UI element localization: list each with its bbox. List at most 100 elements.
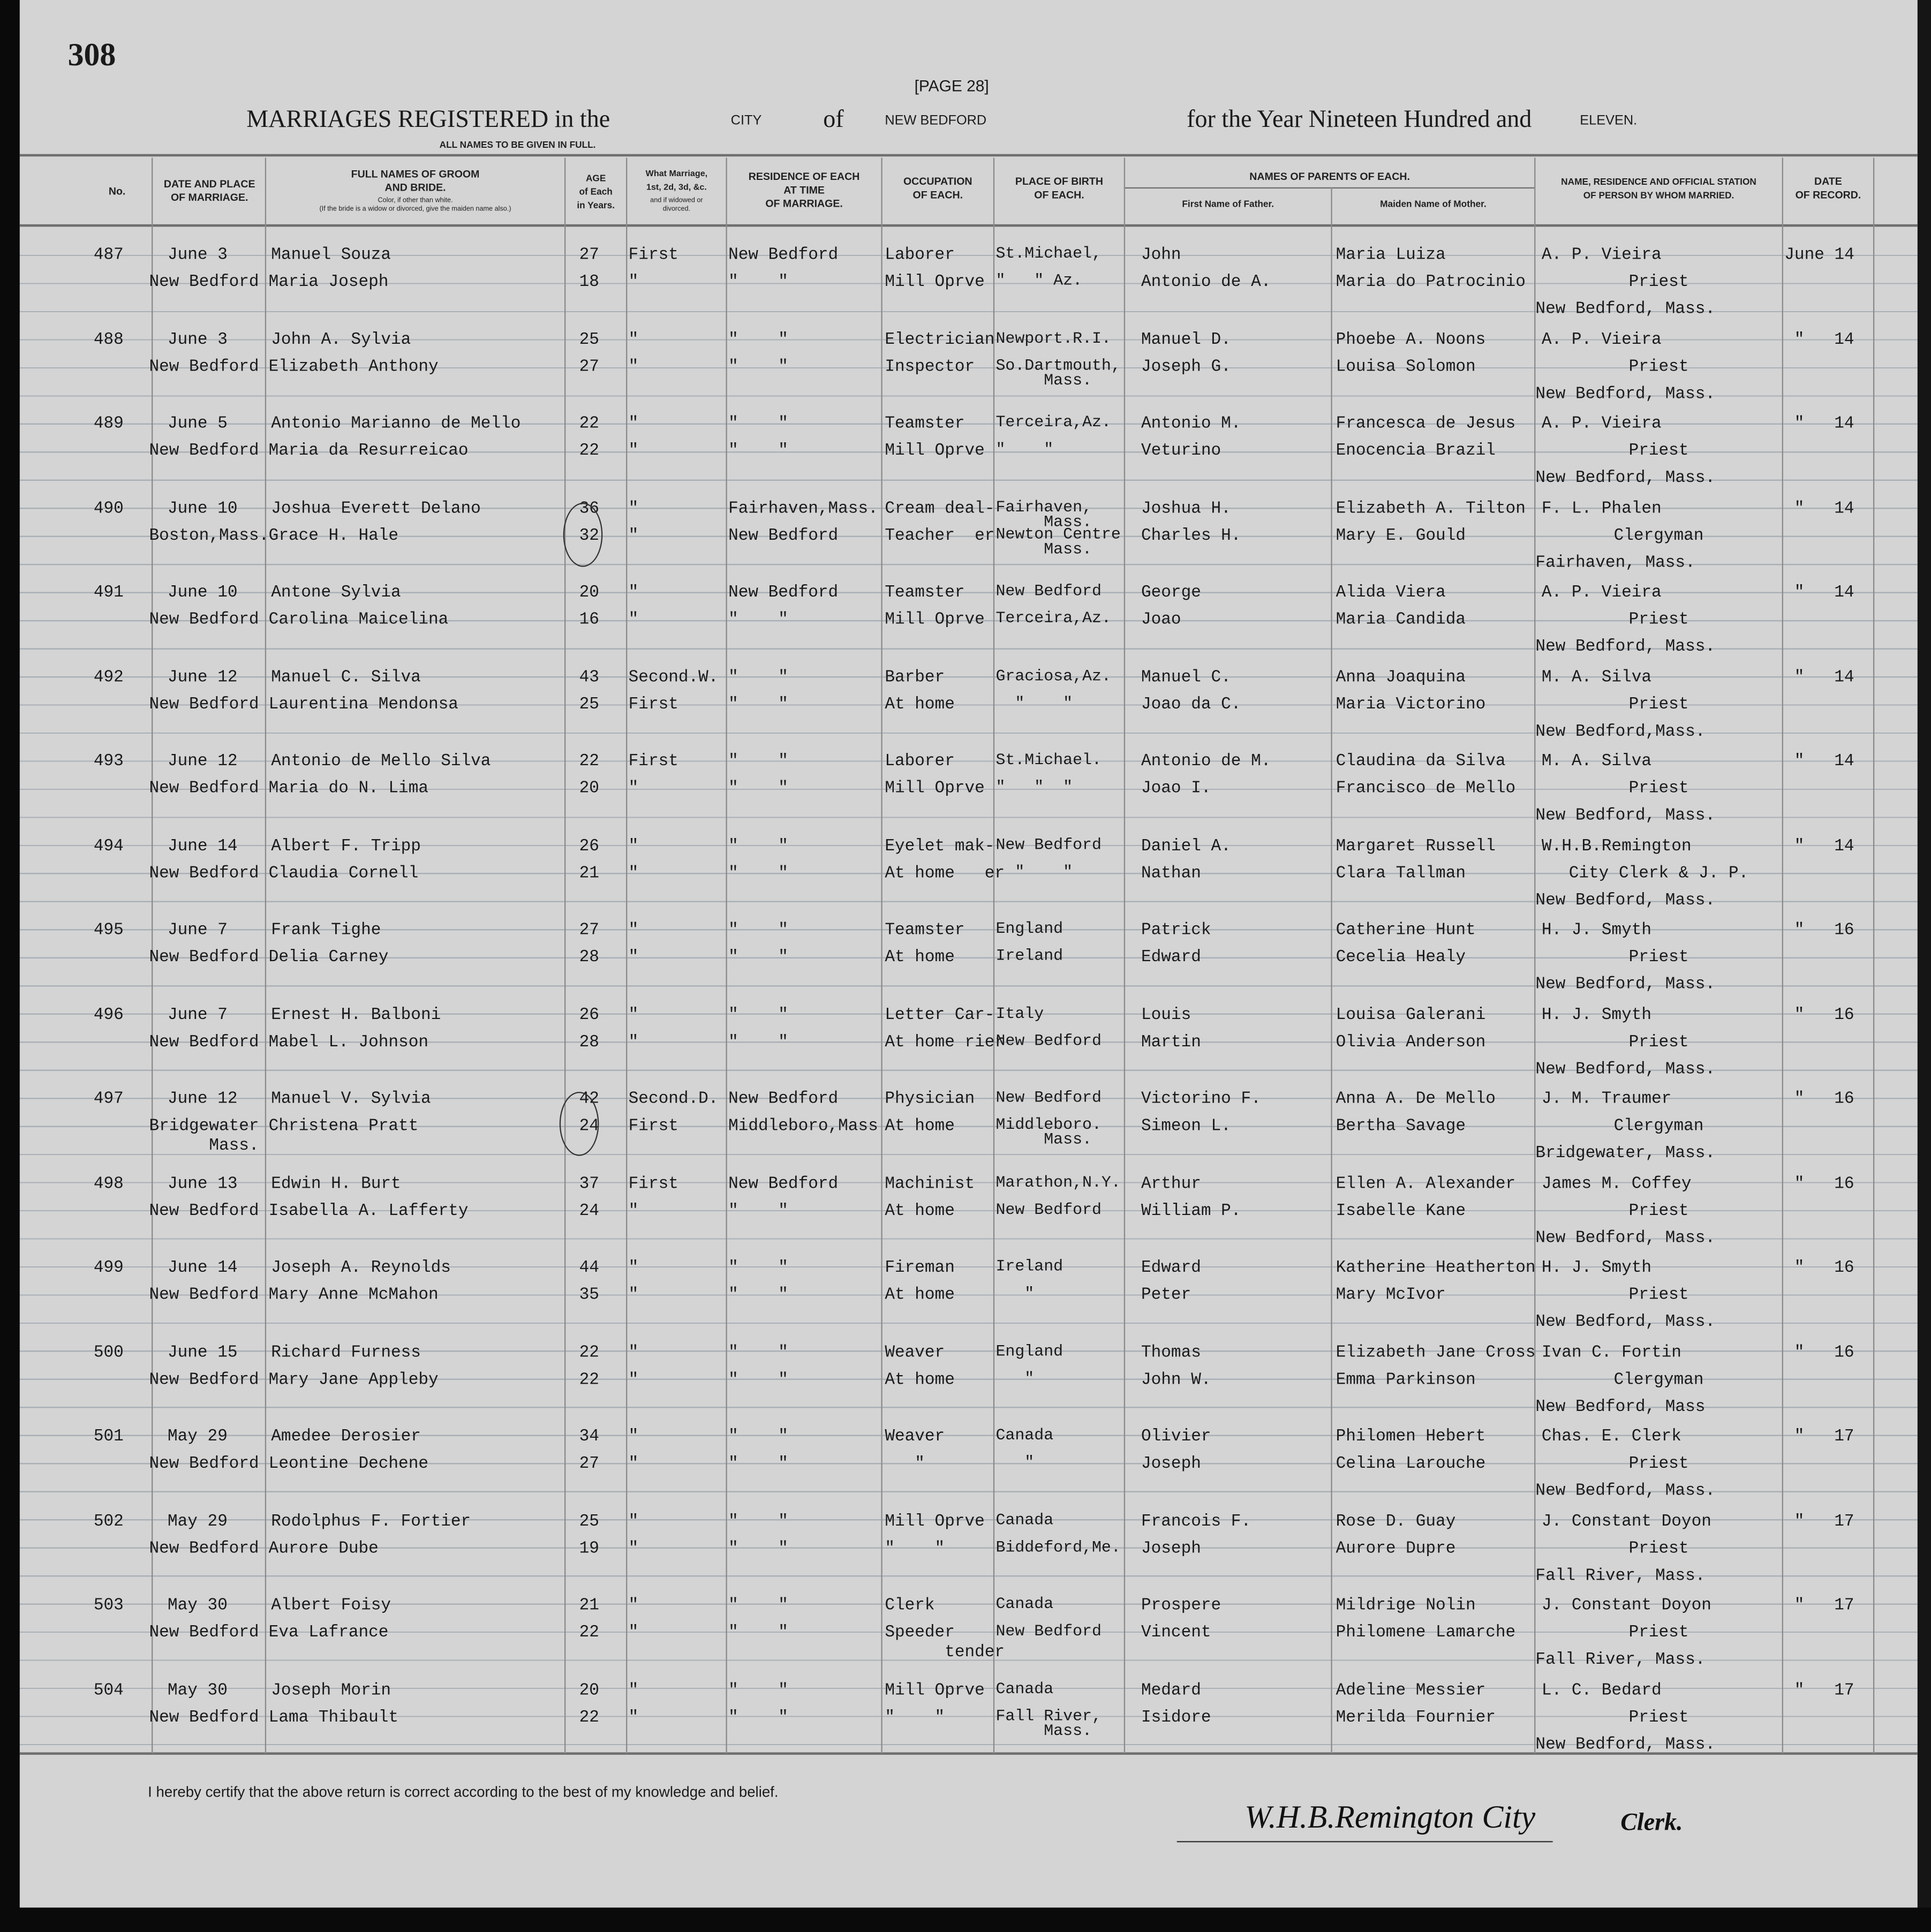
groom-occupation: Mill Oprve (885, 1512, 985, 1531)
groom-father: Patrick (1141, 922, 1211, 940)
column-divider (881, 157, 882, 1754)
date-of-record: " 17 (1794, 1512, 1854, 1531)
bride-age: 18 (579, 273, 599, 292)
officiant-name: H. J. Smyth (1541, 1006, 1652, 1025)
age-circle-mark (563, 502, 603, 567)
bride-age: 19 (579, 1539, 599, 1558)
record-number: 502 (93, 1512, 124, 1531)
bride-occupation: Inspector (885, 358, 975, 377)
bride-father: Nathan (1141, 864, 1201, 883)
col-header-recorded: DATE OF RECORD. (1795, 175, 1861, 201)
officiant-title: Priest (1628, 442, 1689, 461)
officiant-title: Clergyman (1613, 526, 1704, 546)
groom-occupation: Machinist (885, 1175, 975, 1194)
groom-mother: Anna A. De Mello (1336, 1090, 1496, 1110)
bride-father: Joseph (1141, 1539, 1201, 1558)
bride-marriage-number: " (628, 442, 639, 461)
groom-birthplace: Newport.R.I. (995, 328, 1111, 347)
bride-occupation: Mill Oprve (885, 611, 985, 630)
officiant-name: Ivan C. Fortin (1541, 1344, 1681, 1363)
groom-occupation: Fireman (885, 1259, 955, 1278)
groom-name: Joseph Morin (271, 1681, 391, 1700)
officiant-name: Chas. E. Clerk (1541, 1428, 1681, 1447)
col-header-parents: NAMES OF PARENTS OF EACH. (1249, 170, 1410, 183)
column-divider (1331, 187, 1332, 1754)
groom-name: Ernest H. Balboni (271, 1006, 441, 1025)
date-of-record: " 17 (1794, 1428, 1854, 1447)
bride-father: Edward (1141, 949, 1201, 968)
groom-name: Manuel Souza (271, 246, 391, 265)
officiant-name: W.H.B.Remington (1541, 837, 1692, 856)
groom-occupation: Laborer (885, 753, 955, 772)
bride-age: 28 (579, 949, 599, 968)
bride-father: Antonio de A. (1141, 273, 1271, 292)
groom-residence: " " (728, 1512, 788, 1531)
groom-age: 26 (579, 837, 599, 856)
officiant-residence: New Bedford, Mass. (1535, 300, 1716, 320)
date-of-record: " 14 (1794, 668, 1854, 687)
officiant-residence: Bridgewater, Mass. (1535, 1144, 1716, 1164)
groom-residence: New Bedford (728, 246, 839, 265)
groom-age: 34 (579, 1428, 599, 1447)
col-header-officiant: NAME, RESIDENCE AND OFFICIAL STATION OF … (1561, 176, 1756, 201)
bride-birthplace: So.Dartmouth, Mass. (995, 355, 1121, 389)
bride-residence: Middleboro,Mass (728, 1118, 878, 1136)
record-number: 487 (93, 246, 124, 265)
bride-residence: " " (728, 780, 788, 799)
bride-marriage-number: " (628, 611, 639, 630)
marriage-date: May 29 (167, 1512, 228, 1531)
bride-occupation: Mill Oprve (885, 780, 985, 799)
groom-father: Thomas (1141, 1344, 1201, 1363)
groom-father: John (1141, 246, 1181, 265)
date-of-record: " 16 (1794, 1006, 1854, 1025)
bride-birthplace: Biddeford,Me. (995, 1537, 1121, 1556)
groom-occupation: Mill Oprve (885, 1681, 985, 1700)
marriage-date: May 30 (167, 1681, 228, 1700)
bride-name: Isabella A. Lafferty (268, 1202, 469, 1221)
groom-residence: New Bedford (728, 1175, 839, 1194)
groom-name: Albert F. Tripp (271, 837, 421, 856)
bride-residence: " " (728, 696, 788, 714)
marriage-date: June 12 (167, 1090, 238, 1110)
groom-residence: " " (728, 1344, 788, 1363)
groom-residence: " " (728, 1428, 788, 1447)
groom-age: 20 (579, 1681, 599, 1700)
groom-residence: " " (728, 753, 788, 772)
groom-occupation: Barber (885, 668, 945, 687)
bride-residence: " " (728, 1033, 788, 1052)
bride-residence: " " (728, 442, 788, 461)
record-number: 500 (93, 1344, 124, 1363)
col-header-age: AGE of Each in Years. (577, 172, 615, 211)
officiant-title: Priest (1628, 273, 1689, 292)
groom-birthplace: St.Michael. (995, 750, 1102, 769)
bride-residence: " " (728, 949, 788, 968)
bride-age: 25 (579, 696, 599, 714)
scan-border-left (0, 0, 20, 1932)
bride-occupation: " " (885, 1708, 945, 1727)
municipality-name: NEW BEDFORD (885, 113, 987, 129)
bride-occupation: At home (885, 1202, 955, 1221)
marriage-place: New Bedford (149, 1286, 259, 1305)
record-number: 492 (93, 668, 124, 687)
bride-marriage-number: " (628, 1624, 639, 1643)
bride-father: William P. (1141, 1202, 1241, 1221)
groom-name: Rodolphus F. Fortier (271, 1512, 471, 1531)
col-header-mother: Maiden Name of Mother. (1380, 198, 1487, 210)
marriage-place: New Bedford (149, 864, 259, 883)
marriage-date: June 14 (167, 1259, 238, 1278)
groom-birthplace: England (995, 1341, 1063, 1360)
officiant-residence: New Bedford, Mass. (1535, 469, 1716, 488)
page-label: [PAGE 28] (914, 76, 989, 95)
bride-occupation: At home (885, 1371, 955, 1390)
bride-residence: " " (728, 864, 788, 883)
bride-residence: " " (728, 1371, 788, 1390)
groom-marriage-number: First (628, 1175, 678, 1194)
groom-marriage-number: " (628, 922, 639, 940)
bride-birthplace: " " (995, 862, 1073, 881)
officiant-residence: New Bedford, Mass. (1535, 638, 1716, 657)
bride-occupation: Teacher er (885, 526, 995, 546)
bride-mother: Enocencia Brazil (1336, 442, 1496, 461)
groom-name: Manuel C. Silva (271, 668, 421, 687)
bride-residence: " " (728, 1202, 788, 1221)
